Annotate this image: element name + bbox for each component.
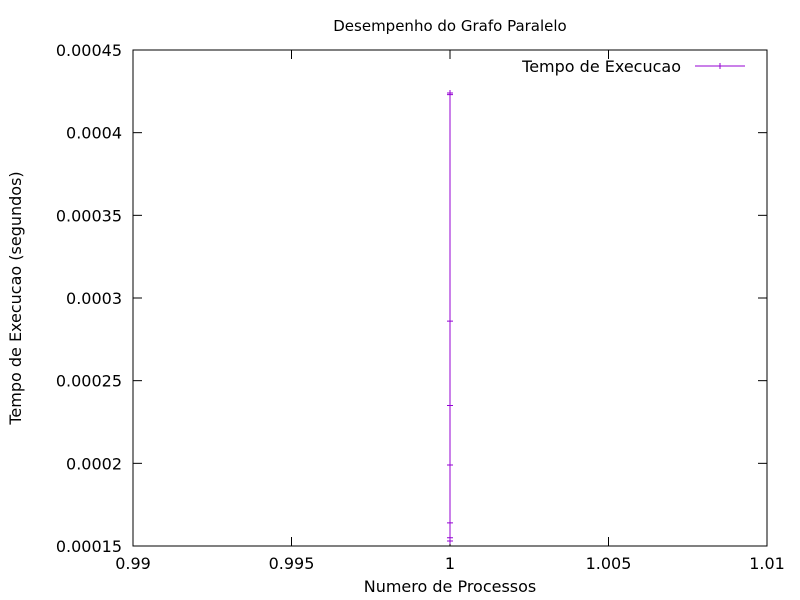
y-tick-label: 0.0002 xyxy=(66,454,122,473)
x-tick-label: 1 xyxy=(445,554,455,573)
data-point xyxy=(447,519,453,526)
data-point xyxy=(447,402,453,409)
chart-title: Desempenho do Grafo Paralelo xyxy=(333,17,566,35)
x-tick-label: 0.995 xyxy=(269,554,315,573)
y-axis-label: Tempo de Execucao (segundos) xyxy=(6,171,25,425)
x-tick-label: 1.01 xyxy=(749,554,785,573)
y-axis-ticks: 0.00015 0.0002 0.00025 0.0003 0.00035 0.0004 0… xyxy=(56,41,767,556)
y-tick-label: 0.00015 xyxy=(56,537,122,556)
y-tick-label: 0.00035 xyxy=(56,206,122,225)
legend: Tempo de Execucao xyxy=(521,57,745,76)
data-point xyxy=(447,89,453,96)
y-tick-label: 0.0004 xyxy=(66,124,122,143)
x-axis-label: Numero de Processos xyxy=(364,577,537,596)
series-layer xyxy=(447,89,453,545)
data-point xyxy=(447,461,453,468)
x-tick-label: 0.99 xyxy=(115,554,151,573)
y-tick-label: 0.00025 xyxy=(56,372,122,391)
data-point xyxy=(447,318,453,325)
legend-label: Tempo de Execucao xyxy=(521,57,681,76)
x-axis-ticks: 0.99 0.995 1 1.005 1.01 xyxy=(115,50,785,573)
data-point xyxy=(447,534,453,541)
legend-marker-swatch xyxy=(717,63,723,69)
y-tick-label: 0.00045 xyxy=(56,41,122,60)
series-0 xyxy=(447,89,453,545)
x-tick-label: 1.005 xyxy=(586,554,632,573)
y-tick-label: 0.0003 xyxy=(66,289,122,308)
